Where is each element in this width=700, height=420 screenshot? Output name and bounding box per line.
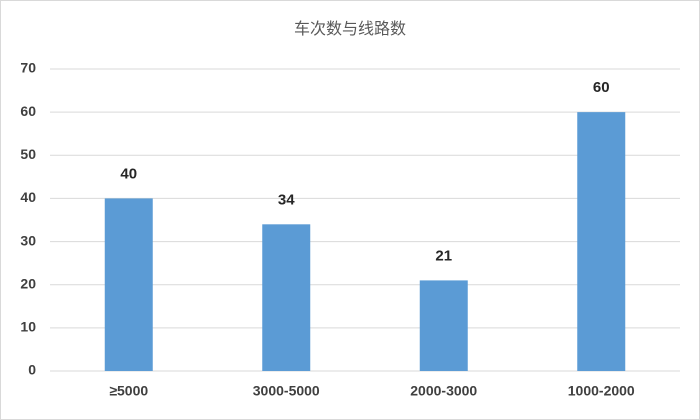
chart-title: 车次数与线路数	[294, 20, 406, 38]
x-tick-label: 2000-3000	[410, 383, 477, 399]
y-tick-label: 70	[20, 60, 36, 76]
bar	[104, 198, 153, 371]
value-label: 34	[278, 191, 295, 208]
y-tick-label: 60	[20, 103, 36, 119]
y-tick-label: 40	[20, 189, 36, 205]
x-tick-label: 1000-2000	[568, 383, 635, 399]
value-label: 21	[435, 247, 452, 264]
bar	[419, 280, 468, 371]
value-label: 60	[593, 79, 610, 96]
x-tick-label: 3000-5000	[253, 383, 320, 399]
value-label: 40	[120, 165, 137, 182]
y-tick-label: 10	[20, 319, 36, 335]
y-tick-label: 0	[28, 362, 36, 378]
y-tick-label: 50	[20, 146, 36, 162]
bar	[577, 112, 626, 372]
x-tick-label: ≥5000	[109, 383, 148, 399]
y-tick-label: 30	[20, 232, 36, 248]
bar	[262, 224, 311, 371]
y-tick-label: 20	[20, 275, 36, 291]
